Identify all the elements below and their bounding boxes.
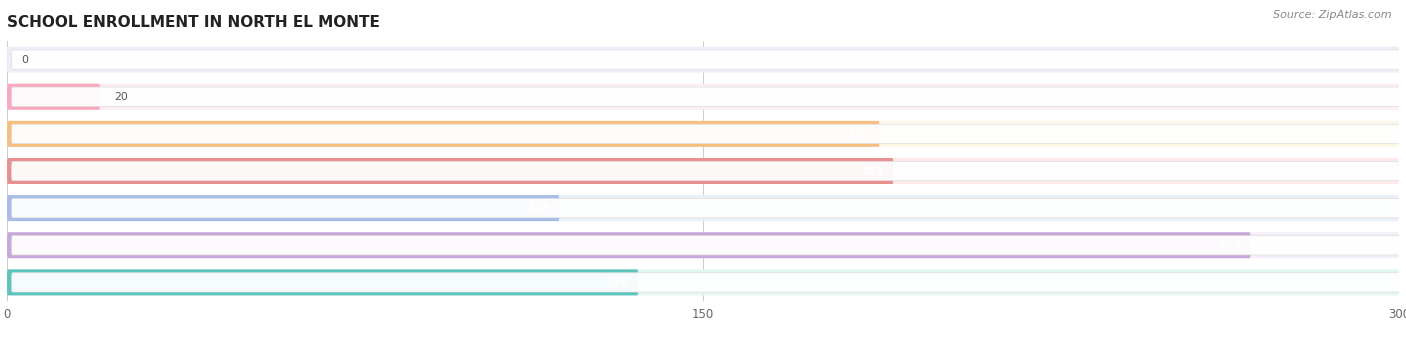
FancyBboxPatch shape — [11, 198, 1406, 218]
Text: Source: ZipAtlas.com: Source: ZipAtlas.com — [1274, 10, 1392, 20]
FancyBboxPatch shape — [7, 84, 100, 110]
FancyBboxPatch shape — [7, 47, 1399, 73]
FancyBboxPatch shape — [11, 236, 1406, 255]
Text: SCHOOL ENROLLMENT IN NORTH EL MONTE: SCHOOL ENROLLMENT IN NORTH EL MONTE — [7, 15, 380, 30]
FancyBboxPatch shape — [7, 158, 893, 184]
FancyBboxPatch shape — [7, 269, 1399, 295]
Text: 136: 136 — [606, 277, 628, 287]
FancyBboxPatch shape — [7, 195, 560, 221]
Text: 268: 268 — [1219, 240, 1241, 250]
FancyBboxPatch shape — [11, 273, 1406, 292]
FancyBboxPatch shape — [7, 121, 1399, 147]
FancyBboxPatch shape — [7, 269, 638, 295]
FancyBboxPatch shape — [11, 161, 1406, 181]
FancyBboxPatch shape — [11, 50, 1406, 69]
FancyBboxPatch shape — [7, 84, 1399, 110]
Text: 0: 0 — [21, 55, 28, 65]
Text: 119: 119 — [527, 203, 550, 213]
Text: 20: 20 — [114, 92, 128, 102]
FancyBboxPatch shape — [7, 195, 1399, 221]
FancyBboxPatch shape — [11, 124, 1406, 144]
FancyBboxPatch shape — [11, 87, 1406, 106]
FancyBboxPatch shape — [7, 121, 879, 147]
FancyBboxPatch shape — [7, 232, 1399, 258]
FancyBboxPatch shape — [7, 158, 1399, 184]
FancyBboxPatch shape — [7, 232, 1250, 258]
Text: 191: 191 — [862, 166, 884, 176]
Text: 188: 188 — [848, 129, 870, 139]
